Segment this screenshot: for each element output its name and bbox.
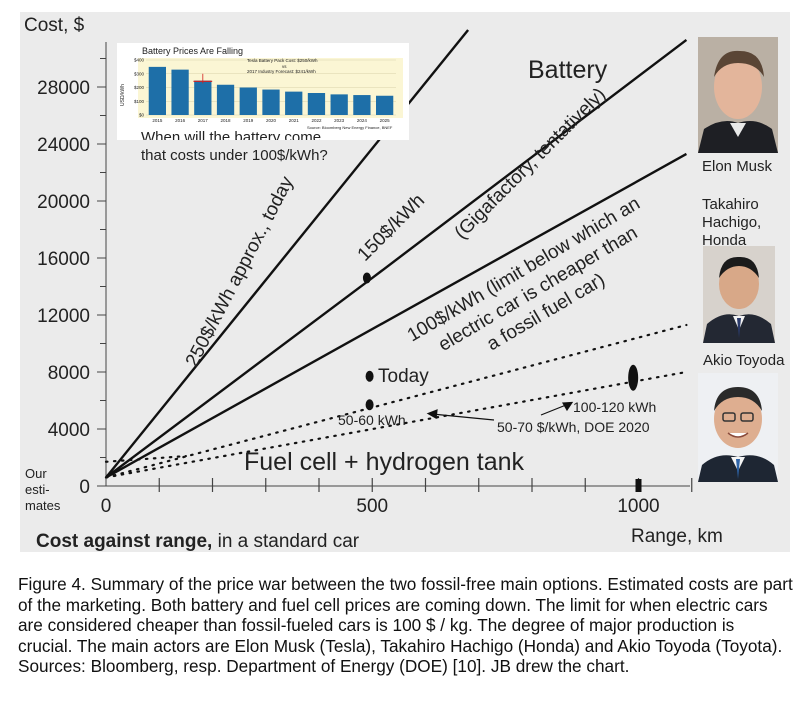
y-tick-label: 24000 <box>37 135 90 156</box>
inset-x-tick-label: 2016 <box>175 118 186 123</box>
takahiro-hachigo-portrait <box>703 246 775 343</box>
y-tick-label: 28000 <box>37 78 90 99</box>
inset-legend-3: 2017 Industry Forecast: $241/kWh <box>247 69 316 74</box>
y-tick-label: 20000 <box>37 192 90 213</box>
y-tick-label: 12000 <box>37 306 90 327</box>
x-axis-label: Range, km <box>631 526 723 547</box>
series-label-250: 250$/kWh approx., today <box>182 173 298 371</box>
inset-bar <box>353 95 371 115</box>
inset-bar <box>171 69 189 115</box>
elon-musk-portrait <box>698 37 778 153</box>
inset-chart: Battery Prices Are Falling USD/kWh $0 $10… <box>117 43 409 146</box>
series-line-5 <box>104 454 187 463</box>
annotation-arrows <box>426 401 574 421</box>
inset-bar <box>285 91 303 115</box>
y-tick-label: 0 <box>79 477 90 498</box>
inset-bar <box>148 66 166 115</box>
inset-x-tick-label: 2025 <box>380 118 391 123</box>
inset-bar <box>376 95 394 115</box>
today-label: Today <box>378 366 429 387</box>
inset-y-tick-label: $300 <box>134 71 145 76</box>
estimates-note: Our esti-mates <box>25 466 61 513</box>
figure-caption: Figure 4. Summary of the price war betwe… <box>18 574 793 677</box>
person-name-toyoda: Akio Toyoda <box>703 352 785 369</box>
footnote-bold: Cost against range, in a standard car <box>36 531 360 552</box>
inset-x-tick-label: 2023 <box>334 118 345 123</box>
inset-x-tick-label: 2018 <box>221 118 232 123</box>
y-axis-label: Cost, $ <box>24 15 85 36</box>
inset-title: Battery Prices Are Falling <box>142 46 243 56</box>
inset-y-tick-label: $100 <box>134 99 145 104</box>
inset-y-tick-label: $200 <box>134 85 145 90</box>
inset-x-tick-label: 2022 <box>311 118 322 123</box>
inset-y-label: USD/kWh <box>120 84 126 106</box>
person-name-hachigo: Takahiro Hachigo, Honda <box>702 196 762 249</box>
inset-x-tick-label: 2015 <box>152 118 163 123</box>
inset-bar <box>307 93 326 115</box>
y-tick-label: 4000 <box>48 420 90 441</box>
inset-x-tick-label: 2019 <box>243 118 254 123</box>
marker-ellipse <box>628 364 639 391</box>
akio-toyoda-portrait <box>698 373 778 482</box>
marker-dot <box>365 399 374 411</box>
x-tick-label: 0 <box>101 496 112 517</box>
inset-y-tick-label: $0 <box>139 113 145 118</box>
inset-bar <box>194 80 212 115</box>
inset-bar <box>262 89 280 115</box>
marker-group <box>362 272 642 492</box>
inset-source: Source: Bloomberg New Energy Finance, BN… <box>307 125 393 130</box>
x-tick-label: 1000 <box>617 496 659 517</box>
fuel-cell-label: Fuel cell + hydrogen tank <box>244 448 525 476</box>
gigafactory-label: (Gigafactory, tentatively) <box>451 84 610 243</box>
series-line-1 <box>105 39 688 479</box>
inset-bar <box>330 94 348 115</box>
series-line-4 <box>104 370 688 479</box>
inset-x-tick-label: 2020 <box>266 118 277 123</box>
y-tick-label: 16000 <box>37 249 90 270</box>
inset-question-1: When will the battery come <box>141 129 321 140</box>
inset-bar <box>239 87 257 115</box>
y-tick-label: 8000 <box>48 363 90 384</box>
marker-dot <box>365 370 374 382</box>
marker-dot <box>362 272 371 284</box>
inset-x-tick-label: 2024 <box>357 118 368 123</box>
person-name-musk: Elon Musk <box>702 158 773 175</box>
kwh-100-120-label: 100-120 kWh <box>573 399 656 415</box>
inset-marks: $0 $100 $200 $300 $400 2015 2016 2017 2018 2019 20… <box>134 58 396 123</box>
marker-tick <box>635 479 642 492</box>
battery-label: Battery <box>528 56 608 84</box>
inset-legend-2: vs <box>282 64 287 69</box>
inset-x-tick-label: 2021 <box>289 118 300 123</box>
inset-legend-1: Tesla Battery Pack Cost: $250/kWh <box>247 58 318 63</box>
inset-x-tick-label: 2017 <box>198 118 209 123</box>
x-tick-label: 500 <box>356 496 388 517</box>
series-line-2 <box>105 152 688 479</box>
kwh-50-60-label: 50-60 kWh <box>338 412 406 428</box>
inset-bar <box>216 84 235 115</box>
series-label-150: 150$/kWh <box>354 190 429 265</box>
doe-label: 50-70 $/kWh, DOE 2020 <box>497 419 650 435</box>
inset-y-tick-label: $400 <box>134 58 145 63</box>
chart-axes: 0 4000 8000 12000 16000 20000 24000 28000 0 500 10… <box>37 42 693 517</box>
